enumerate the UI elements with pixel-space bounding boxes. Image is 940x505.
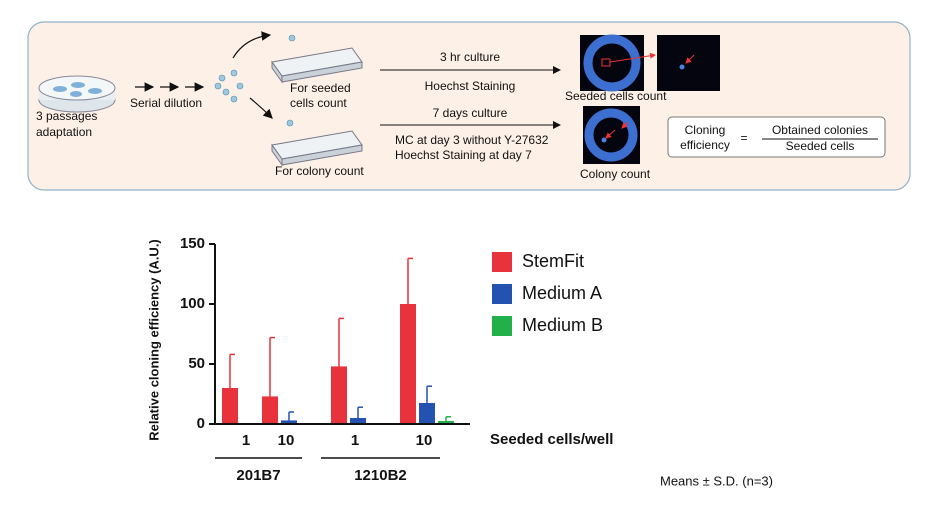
bar	[350, 418, 366, 424]
plate-label: For seeded	[290, 81, 351, 95]
bar	[400, 304, 416, 424]
legend-label: Medium B	[522, 315, 603, 335]
x-tick-label: 1	[351, 432, 359, 449]
formula-box	[667, 116, 886, 158]
dilution-label: Serial dilution	[130, 96, 202, 110]
y-axis-label: Relative cloning efficiency (A.U.)	[146, 239, 161, 441]
y-tick-label: 100	[180, 295, 205, 312]
plate	[271, 47, 363, 84]
result-label: Seeded cells count	[565, 89, 667, 103]
step-label: Hoechst Staining	[425, 79, 516, 93]
plate	[271, 130, 363, 167]
note: Means ± S.D. (n=3)	[660, 473, 773, 488]
legend-swatch	[492, 316, 512, 336]
group-label: 1210B2	[354, 467, 407, 484]
step-label: MC at day 3 without Y-27632	[395, 133, 549, 147]
bar	[222, 388, 238, 424]
step-label: 7 days culture	[433, 106, 508, 120]
x-tick-label: 10	[278, 432, 295, 449]
start-label: 3 passages	[36, 109, 97, 123]
y-tick-label: 0	[197, 415, 205, 432]
group-label: 201B7	[236, 467, 280, 484]
cells	[214, 34, 296, 127]
bar	[262, 396, 278, 424]
y-tick-label: 150	[180, 235, 205, 252]
formula-term: Cloning	[685, 123, 726, 137]
legend-swatch	[492, 252, 512, 272]
step-label: 3 hr culture	[440, 50, 500, 64]
well-image	[580, 34, 720, 92]
bar	[331, 366, 347, 424]
well-image	[583, 106, 640, 164]
formula-denominator: Seeded cells	[786, 139, 855, 153]
plate-label: For colony count	[275, 164, 364, 178]
bar	[419, 403, 435, 424]
legend-swatch	[492, 284, 512, 304]
result-label: Colony count	[580, 167, 651, 181]
x-tick-label: 1	[242, 432, 250, 449]
y-tick-label: 50	[188, 355, 205, 372]
step-label: Hoechst Staining at day 7	[395, 148, 532, 162]
x-tick-label: 10	[416, 432, 433, 449]
formula-numerator: Obtained colonies	[772, 123, 868, 137]
start-label: adaptation	[36, 125, 92, 139]
curved-arrow	[232, 31, 272, 59]
petri-dish	[38, 75, 116, 113]
formula-equals: =	[740, 131, 747, 145]
bar	[438, 421, 454, 424]
plate-label: cells count	[290, 96, 347, 110]
legend-label: StemFit	[522, 251, 584, 271]
formula-term: efficiency	[680, 138, 730, 152]
curved-arrow	[249, 97, 273, 119]
bar	[281, 420, 297, 424]
legend-label: Medium A	[522, 283, 602, 303]
x-axis-label: Seeded cells/well	[490, 431, 613, 448]
